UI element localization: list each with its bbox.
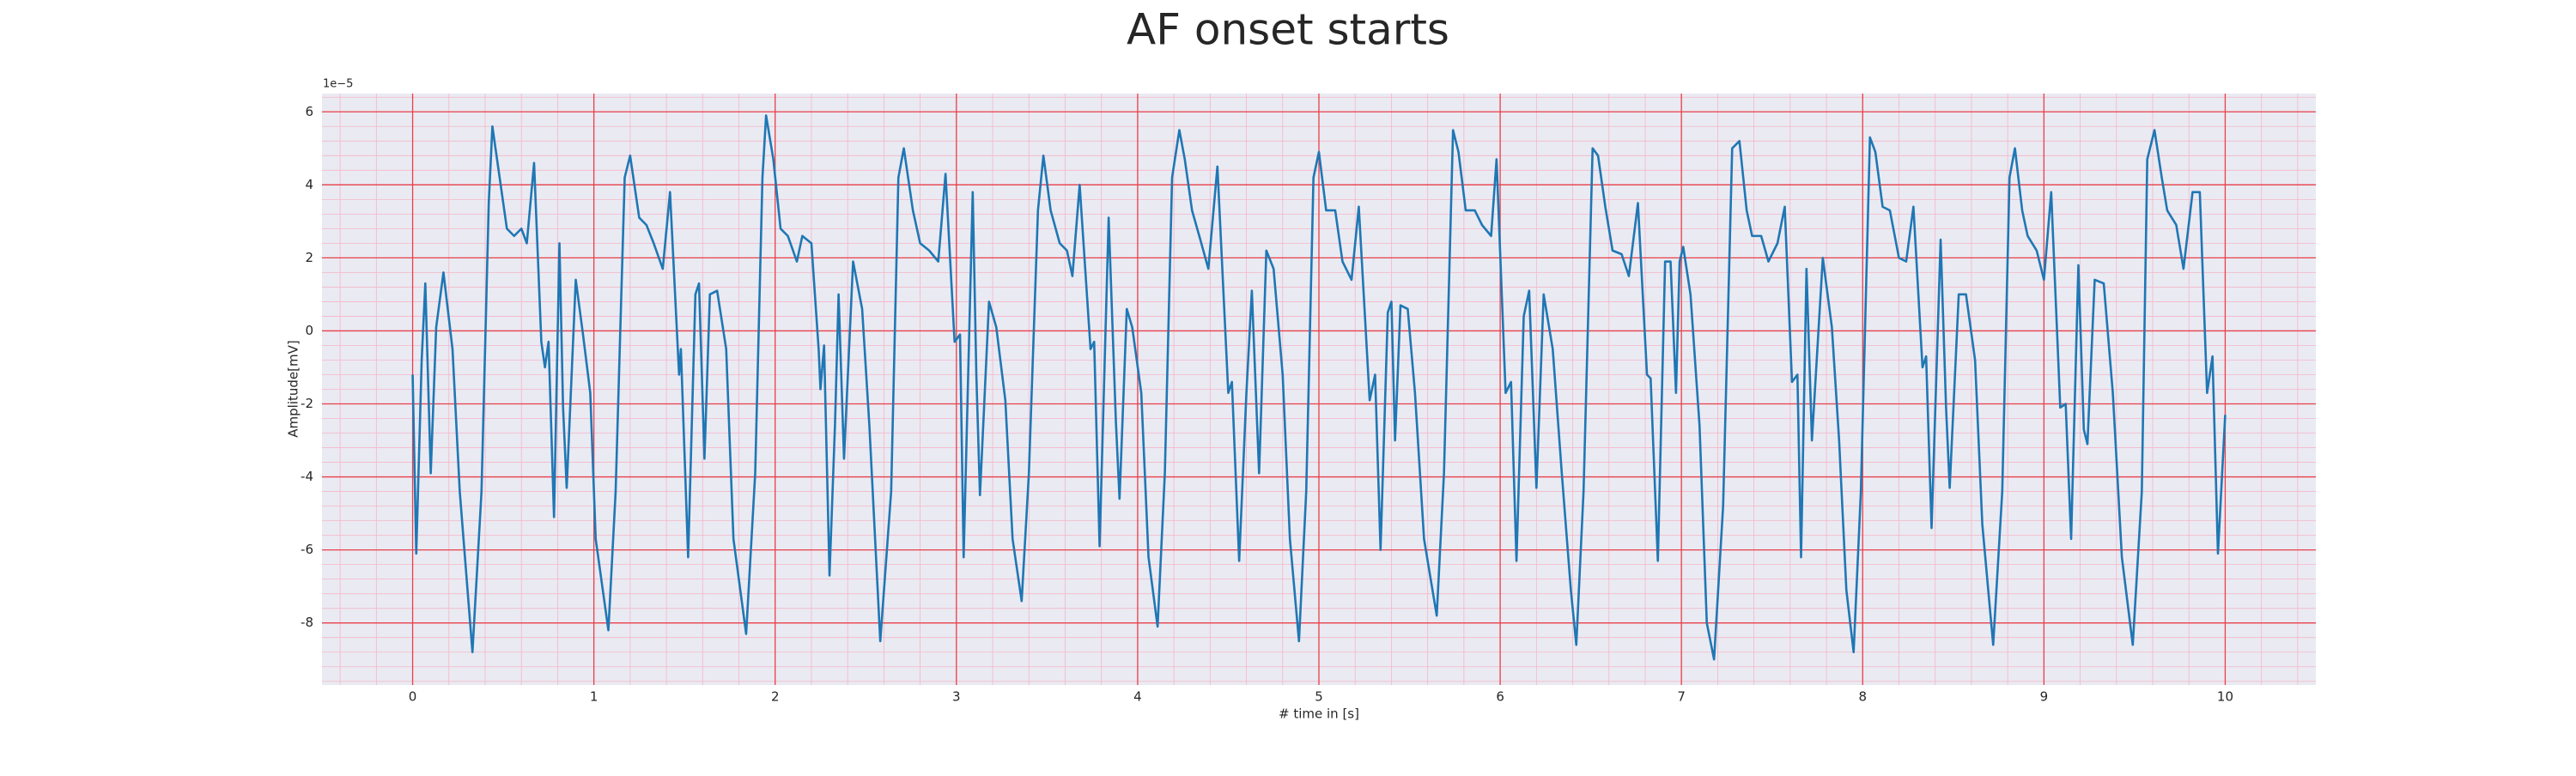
x-tick-label: 5 bbox=[1315, 689, 1323, 705]
y-tick-label: -8 bbox=[301, 615, 313, 630]
y-tick-label: -6 bbox=[301, 542, 313, 557]
x-tick-label: 6 bbox=[1496, 689, 1504, 705]
x-tick-label: 4 bbox=[1133, 689, 1142, 705]
offset-text: 1e−5 bbox=[323, 78, 353, 91]
y-tick-label: 0 bbox=[305, 323, 313, 338]
x-tick-label: 7 bbox=[1677, 689, 1686, 705]
y-tick-label: 6 bbox=[305, 104, 313, 119]
y-tick-label: 4 bbox=[305, 177, 313, 192]
x-tick-label: 9 bbox=[2040, 689, 2049, 705]
y-tick-label: -4 bbox=[301, 469, 313, 484]
x-tick-label: 2 bbox=[771, 689, 780, 705]
x-tick-label: 1 bbox=[590, 689, 598, 705]
x-tick-label: 8 bbox=[1858, 689, 1867, 705]
x-axis-label: # time in [s] bbox=[1279, 706, 1359, 722]
y-tick-label: 2 bbox=[305, 250, 313, 265]
x-tick-label: 3 bbox=[952, 689, 961, 705]
y-tick-label: -2 bbox=[301, 396, 313, 411]
x-tick-label: 0 bbox=[409, 689, 417, 705]
chart-title: AF onset starts bbox=[1127, 5, 1449, 55]
signal-line bbox=[411, 114, 2227, 661]
y-axis-label: Amplitude[mV] bbox=[286, 340, 301, 437]
x-tick-label: 10 bbox=[2217, 689, 2233, 705]
